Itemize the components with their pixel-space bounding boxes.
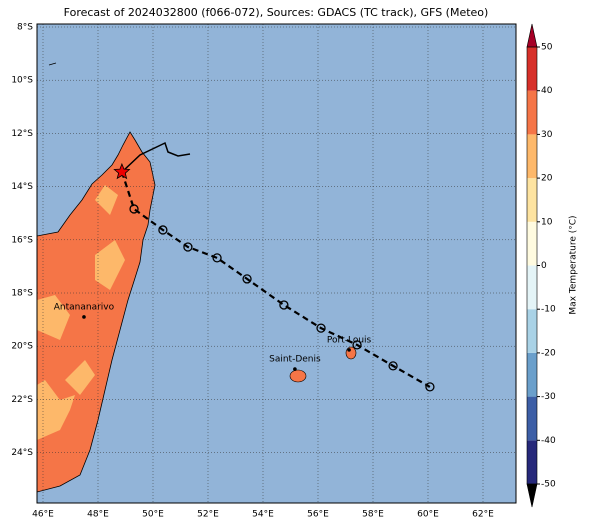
colorbar-tick-label: 30	[541, 130, 553, 140]
track-point	[425, 382, 435, 392]
lon-label: 50°E	[142, 510, 164, 520]
mauritius	[345, 346, 357, 360]
city-label: Antananarivo	[54, 302, 115, 312]
lat-label: 12°S	[11, 129, 33, 139]
islet	[48, 62, 57, 66]
colorbar-extend	[526, 23, 538, 48]
city-label: Port-Louis	[327, 335, 372, 345]
colorbar-extend	[526, 483, 538, 508]
colorbar-band	[527, 134, 537, 179]
colorbar-band	[527, 47, 537, 91]
lat-label: 16°S	[11, 235, 33, 245]
lon-label: 54°E	[252, 510, 274, 520]
lat-label: 22°S	[11, 395, 33, 405]
colorbar-band	[527, 178, 537, 222]
storm-star	[113, 162, 131, 180]
colorbar-tick-label: -40	[541, 436, 556, 446]
lat-label: 20°S	[11, 342, 33, 352]
track-point	[316, 323, 326, 333]
warm-region	[37, 380, 75, 440]
colorbar-tick-label: -20	[541, 348, 556, 358]
warm-region	[37, 295, 70, 340]
lon-label: 60°E	[417, 510, 439, 520]
colorbar-tick-label: 40	[541, 86, 553, 96]
colorbar-band	[527, 90, 537, 135]
city-dot	[347, 348, 351, 352]
lat-label: 18°S	[11, 289, 33, 299]
colorbar-label: Max Temperature (°C)	[569, 215, 579, 314]
colorbar-band	[527, 309, 537, 353]
track-point	[279, 300, 289, 310]
warm-region	[65, 360, 95, 395]
lat-label: 24°S	[11, 448, 33, 458]
track-point	[352, 340, 362, 350]
colorbar-tick-label: 50	[541, 43, 553, 53]
lon-label: 46°E	[32, 510, 54, 520]
city-label: Saint-Denis	[269, 355, 321, 365]
city-dot	[82, 315, 86, 319]
lat-label: 8°S	[17, 23, 33, 33]
track-point	[242, 274, 252, 284]
lon-label: 62°E	[472, 510, 494, 520]
warm-region	[95, 240, 125, 290]
colorbar-band	[527, 396, 537, 441]
forecast-track	[120, 171, 431, 388]
colorbar-tick-label: 0	[541, 261, 547, 271]
reunion	[289, 369, 307, 383]
colorbar-band	[527, 265, 537, 310]
warm-region	[95, 185, 118, 215]
track-point	[183, 242, 193, 252]
track-point	[129, 204, 139, 214]
city-dot	[293, 367, 297, 371]
colorbar-tick-label: 20	[541, 174, 553, 184]
colorbar-tick-label: -30	[541, 392, 556, 402]
track-point	[158, 225, 168, 235]
track-point	[212, 253, 222, 263]
track-point	[388, 361, 398, 371]
lon-label: 48°E	[87, 510, 109, 520]
lon-label: 58°E	[362, 510, 384, 520]
colorbar-band	[527, 221, 537, 266]
title: Forecast of 2024032800 (f066-072), Sourc…	[64, 6, 489, 19]
lat-label: 10°S	[11, 76, 33, 86]
lon-label: 56°E	[307, 510, 329, 520]
colorbar-tick-label: -50	[541, 480, 556, 490]
lat-label: 14°S	[11, 182, 33, 192]
colorbar-band	[527, 440, 537, 484]
colorbar-tick-label: -10	[541, 305, 556, 315]
map-frame	[36, 23, 517, 504]
lon-label: 52°E	[197, 510, 219, 520]
past-track	[121, 141, 191, 173]
colorbar-tick-label: 10	[541, 217, 553, 227]
colorbar-band	[527, 352, 537, 397]
